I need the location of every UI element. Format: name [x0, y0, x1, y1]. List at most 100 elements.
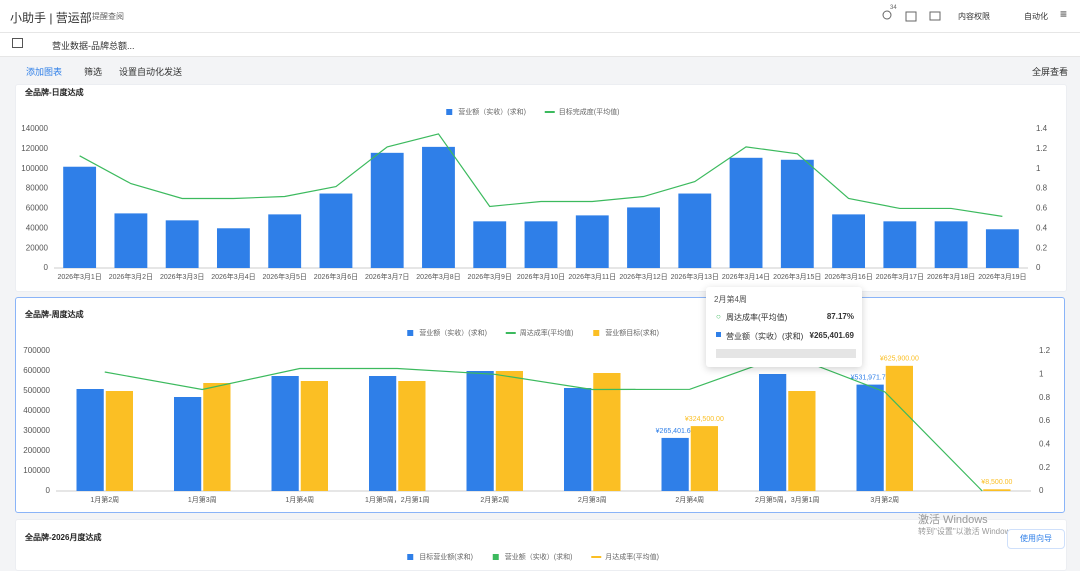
y2-tick-label: 0.6: [1039, 416, 1051, 425]
bar: [398, 381, 426, 491]
app-title: 小助手 | 营运部: [10, 11, 92, 25]
legend-label: 目标营业额(求和): [419, 552, 473, 561]
x-tick-label: 2026年3月8日: [416, 272, 460, 281]
x-tick-label: 2026年3月15日: [773, 272, 821, 281]
legend-label: 营业额（实收）(求和): [505, 552, 573, 561]
y-tick-label: 300000: [23, 426, 50, 435]
permission[interactable]: 内容权限: [958, 12, 990, 21]
y-tick-label: 700000: [23, 346, 50, 355]
y2-tick-label: 0.2: [1039, 463, 1051, 472]
y-tick-label: 60000: [26, 204, 49, 213]
watermark: 转到"设置"以激活 Windows。: [918, 527, 1023, 536]
bar: [883, 221, 917, 268]
legend-swatch: [593, 330, 600, 336]
toolbar: 添加图表 筛选 设置自动化发送 全屏查看: [0, 58, 1080, 80]
y-tick-label: 0: [44, 263, 49, 272]
bar: [690, 426, 718, 491]
x-tick-label: 2026年3月16日: [824, 272, 872, 281]
chart-panel: 全品牌-日度达成 营业额（实收）(求和) 目标完成度(平均值) 0 20000 40000…: [15, 84, 1067, 292]
x-tick-label: 1月第4周: [285, 495, 314, 504]
fullscreen[interactable]: 全屏查看: [1032, 67, 1069, 77]
add-chart[interactable]: 添加图表: [26, 67, 63, 77]
legend-label: 营业额（实收）(求和): [458, 107, 526, 116]
tooltip-value: 87.17%: [826, 312, 854, 321]
chart-title: 全品牌-周度达成: [24, 309, 84, 319]
line: [79, 133, 1003, 217]
tooltip-value: ¥265,401.69: [809, 331, 855, 340]
data-label: ¥625,900.00: [880, 356, 919, 363]
tooltip-title: 2月第4周: [714, 295, 747, 304]
chart-title: 全品牌-2026月度达成: [24, 532, 101, 542]
y-tick-label: 100000: [21, 164, 48, 173]
bar: [495, 371, 523, 491]
y2-tick-label: 0: [1036, 263, 1041, 272]
y-tick-label: 120000: [21, 144, 48, 153]
bar: [271, 376, 299, 491]
bar: [759, 374, 787, 491]
bar: [165, 220, 199, 268]
x-tick-label: 2月第2周: [480, 495, 509, 504]
x-tick-label: 2026年3月4日: [211, 272, 255, 281]
data-label: ¥531,971.75: [851, 374, 890, 381]
y-tick-label: 500000: [23, 386, 50, 395]
x-tick-label: 2026年3月12日: [619, 272, 667, 281]
bar: [678, 193, 712, 268]
x-tick-label: 2月第3周: [578, 495, 607, 504]
x-tick-label: 2026年3月2日: [109, 272, 153, 281]
bar: [985, 229, 1019, 268]
y2-tick-label: 0.6: [1036, 204, 1048, 213]
guide-button[interactable]: 使用向导: [1007, 529, 1065, 549]
x-tick-label: 2月第4周: [675, 495, 704, 504]
y2-tick-label: 0.8: [1036, 184, 1048, 193]
y2-tick-label: 0.4: [1036, 223, 1048, 232]
header-icons[interactable]: [880, 9, 950, 23]
tooltip-name: 周达成率(平均值): [726, 313, 788, 322]
x-tick-label: 1月第3周: [188, 495, 217, 504]
x-tick-label: 2026年3月18日: [927, 272, 975, 281]
y2-tick-label: 0.4: [1039, 439, 1051, 448]
line: [104, 353, 983, 492]
tab[interactable]: 营业数据-品牌总额...: [52, 41, 135, 51]
tab-bar: 营业数据-品牌总额...: [0, 33, 1080, 57]
reminder[interactable]: 提醒查阅: [92, 12, 124, 21]
auto-send[interactable]: 设置自动化发送: [119, 67, 183, 77]
menu-icon[interactable]: ≡: [1060, 7, 1068, 21]
bar: [627, 207, 660, 268]
bar: [268, 214, 302, 268]
legend-label: 营业额（实收）(求和): [419, 328, 487, 337]
bar: [780, 159, 814, 268]
bar: [885, 365, 913, 491]
bar: [856, 384, 884, 491]
filter[interactable]: 筛选: [84, 67, 103, 77]
layout-icon[interactable]: [12, 38, 23, 48]
bar: [575, 215, 609, 268]
automation[interactable]: 自动化: [1024, 12, 1048, 21]
bar: [661, 437, 689, 491]
legend-swatch: [492, 554, 499, 560]
y2-tick-label: 0: [1039, 486, 1044, 495]
bar: [524, 221, 558, 268]
legend-label: 月达成率(平均值): [605, 552, 659, 561]
x-tick-label: 2026年3月19日: [978, 272, 1026, 281]
y2-tick-label: 1: [1039, 369, 1044, 378]
bar: [983, 489, 1011, 491]
watermark: 激活 Windows: [918, 514, 988, 526]
bar: [203, 383, 231, 491]
bar: [300, 381, 328, 491]
x-tick-label: 2026年3月9日: [468, 272, 512, 281]
bar: [369, 376, 397, 491]
y-tick-label: 200000: [23, 446, 50, 455]
bar: [788, 391, 816, 491]
x-tick-label: 2月第5周，3月第1周: [755, 495, 820, 504]
x-tick-label: 2026年3月10日: [517, 272, 565, 281]
bar: [729, 157, 763, 268]
bar: [174, 397, 202, 491]
bar: [114, 213, 148, 268]
bar: [76, 389, 104, 491]
bar: [216, 228, 250, 268]
legend-label: 营业额目标(求和): [605, 328, 659, 337]
legend-swatch: [407, 330, 414, 336]
data-label: ¥265,401.69: [656, 428, 695, 435]
legend-swatch: [446, 109, 453, 115]
